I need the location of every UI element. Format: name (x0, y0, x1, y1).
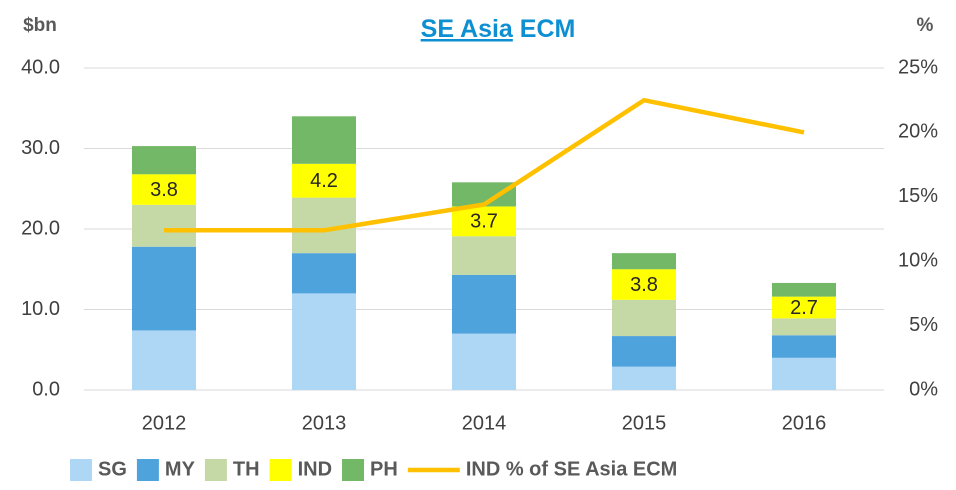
legend-label: IND % of SE Asia ECM (466, 458, 678, 480)
legend-swatch (70, 459, 92, 481)
title-link[interactable]: SE Asia (421, 15, 514, 43)
bar-segment (132, 330, 196, 390)
bar-segment (132, 246, 196, 331)
bar-segment (612, 366, 676, 390)
bar-segment (292, 253, 356, 294)
legend-label: IND (298, 458, 332, 480)
y2-axis-label: % (917, 15, 934, 36)
y2-tick-label: 20% (898, 121, 938, 143)
y2-tick-label: 0% (909, 378, 938, 400)
y2-tick-label: 25% (898, 56, 938, 78)
bar-segment (132, 204, 196, 247)
line-series (164, 97, 805, 233)
bar-segment (292, 163, 356, 198)
y2-tick-label: 10% (898, 249, 938, 271)
bar-segment (772, 296, 836, 319)
y-axis-label: $bn (23, 15, 57, 36)
data-label: 2.7 (790, 297, 818, 319)
bar-segment (612, 336, 676, 367)
y-tick-label: 10.0 (21, 298, 60, 320)
y-tick-label: 20.0 (21, 217, 60, 239)
bar-segment (772, 335, 836, 358)
y2-tick-label: 5% (909, 314, 938, 336)
bar-segment (132, 146, 196, 175)
bar-segment (772, 282, 836, 297)
data-label: 3.7 (470, 211, 498, 233)
legend-swatch (136, 459, 159, 481)
legend-label: MY (165, 458, 196, 480)
legend-label: TH (233, 458, 260, 480)
bar-segment (452, 236, 516, 275)
x-tick-label: 2015 (622, 412, 667, 434)
bar-segment (772, 318, 836, 336)
bar-segment (452, 274, 516, 334)
legend-label: PH (370, 458, 398, 480)
x-tick-label: 2016 (782, 412, 827, 434)
bar-segment (452, 333, 516, 390)
data-label: 3.8 (150, 179, 178, 201)
y-tick-label: 0.0 (32, 378, 60, 400)
bar-segment (452, 206, 516, 237)
x-tick-label: 2014 (462, 412, 507, 434)
y-tick-label: 40.0 (21, 56, 60, 78)
bar-segment (292, 293, 356, 390)
data-label: 3.8 (630, 274, 658, 296)
y2-tick-label: 15% (898, 185, 938, 207)
y-tick-label: 30.0 (21, 137, 60, 159)
x-tick-label: 2013 (302, 412, 347, 434)
bar-segment (612, 253, 676, 270)
data-label: 4.2 (310, 170, 338, 192)
legend-swatch (342, 459, 365, 481)
bar-segment (612, 269, 676, 300)
title-text: ECM (520, 15, 576, 43)
legend-label: SG (98, 458, 127, 480)
x-tick-label: 2012 (142, 412, 187, 434)
bar-segment (132, 174, 196, 205)
bar-segment (612, 299, 676, 337)
legend-swatch (204, 459, 227, 481)
legend-swatch (269, 459, 292, 481)
chart-title: SE Asia ECM (421, 15, 576, 43)
bar-segment (292, 116, 356, 164)
bar-segment (772, 357, 836, 390)
